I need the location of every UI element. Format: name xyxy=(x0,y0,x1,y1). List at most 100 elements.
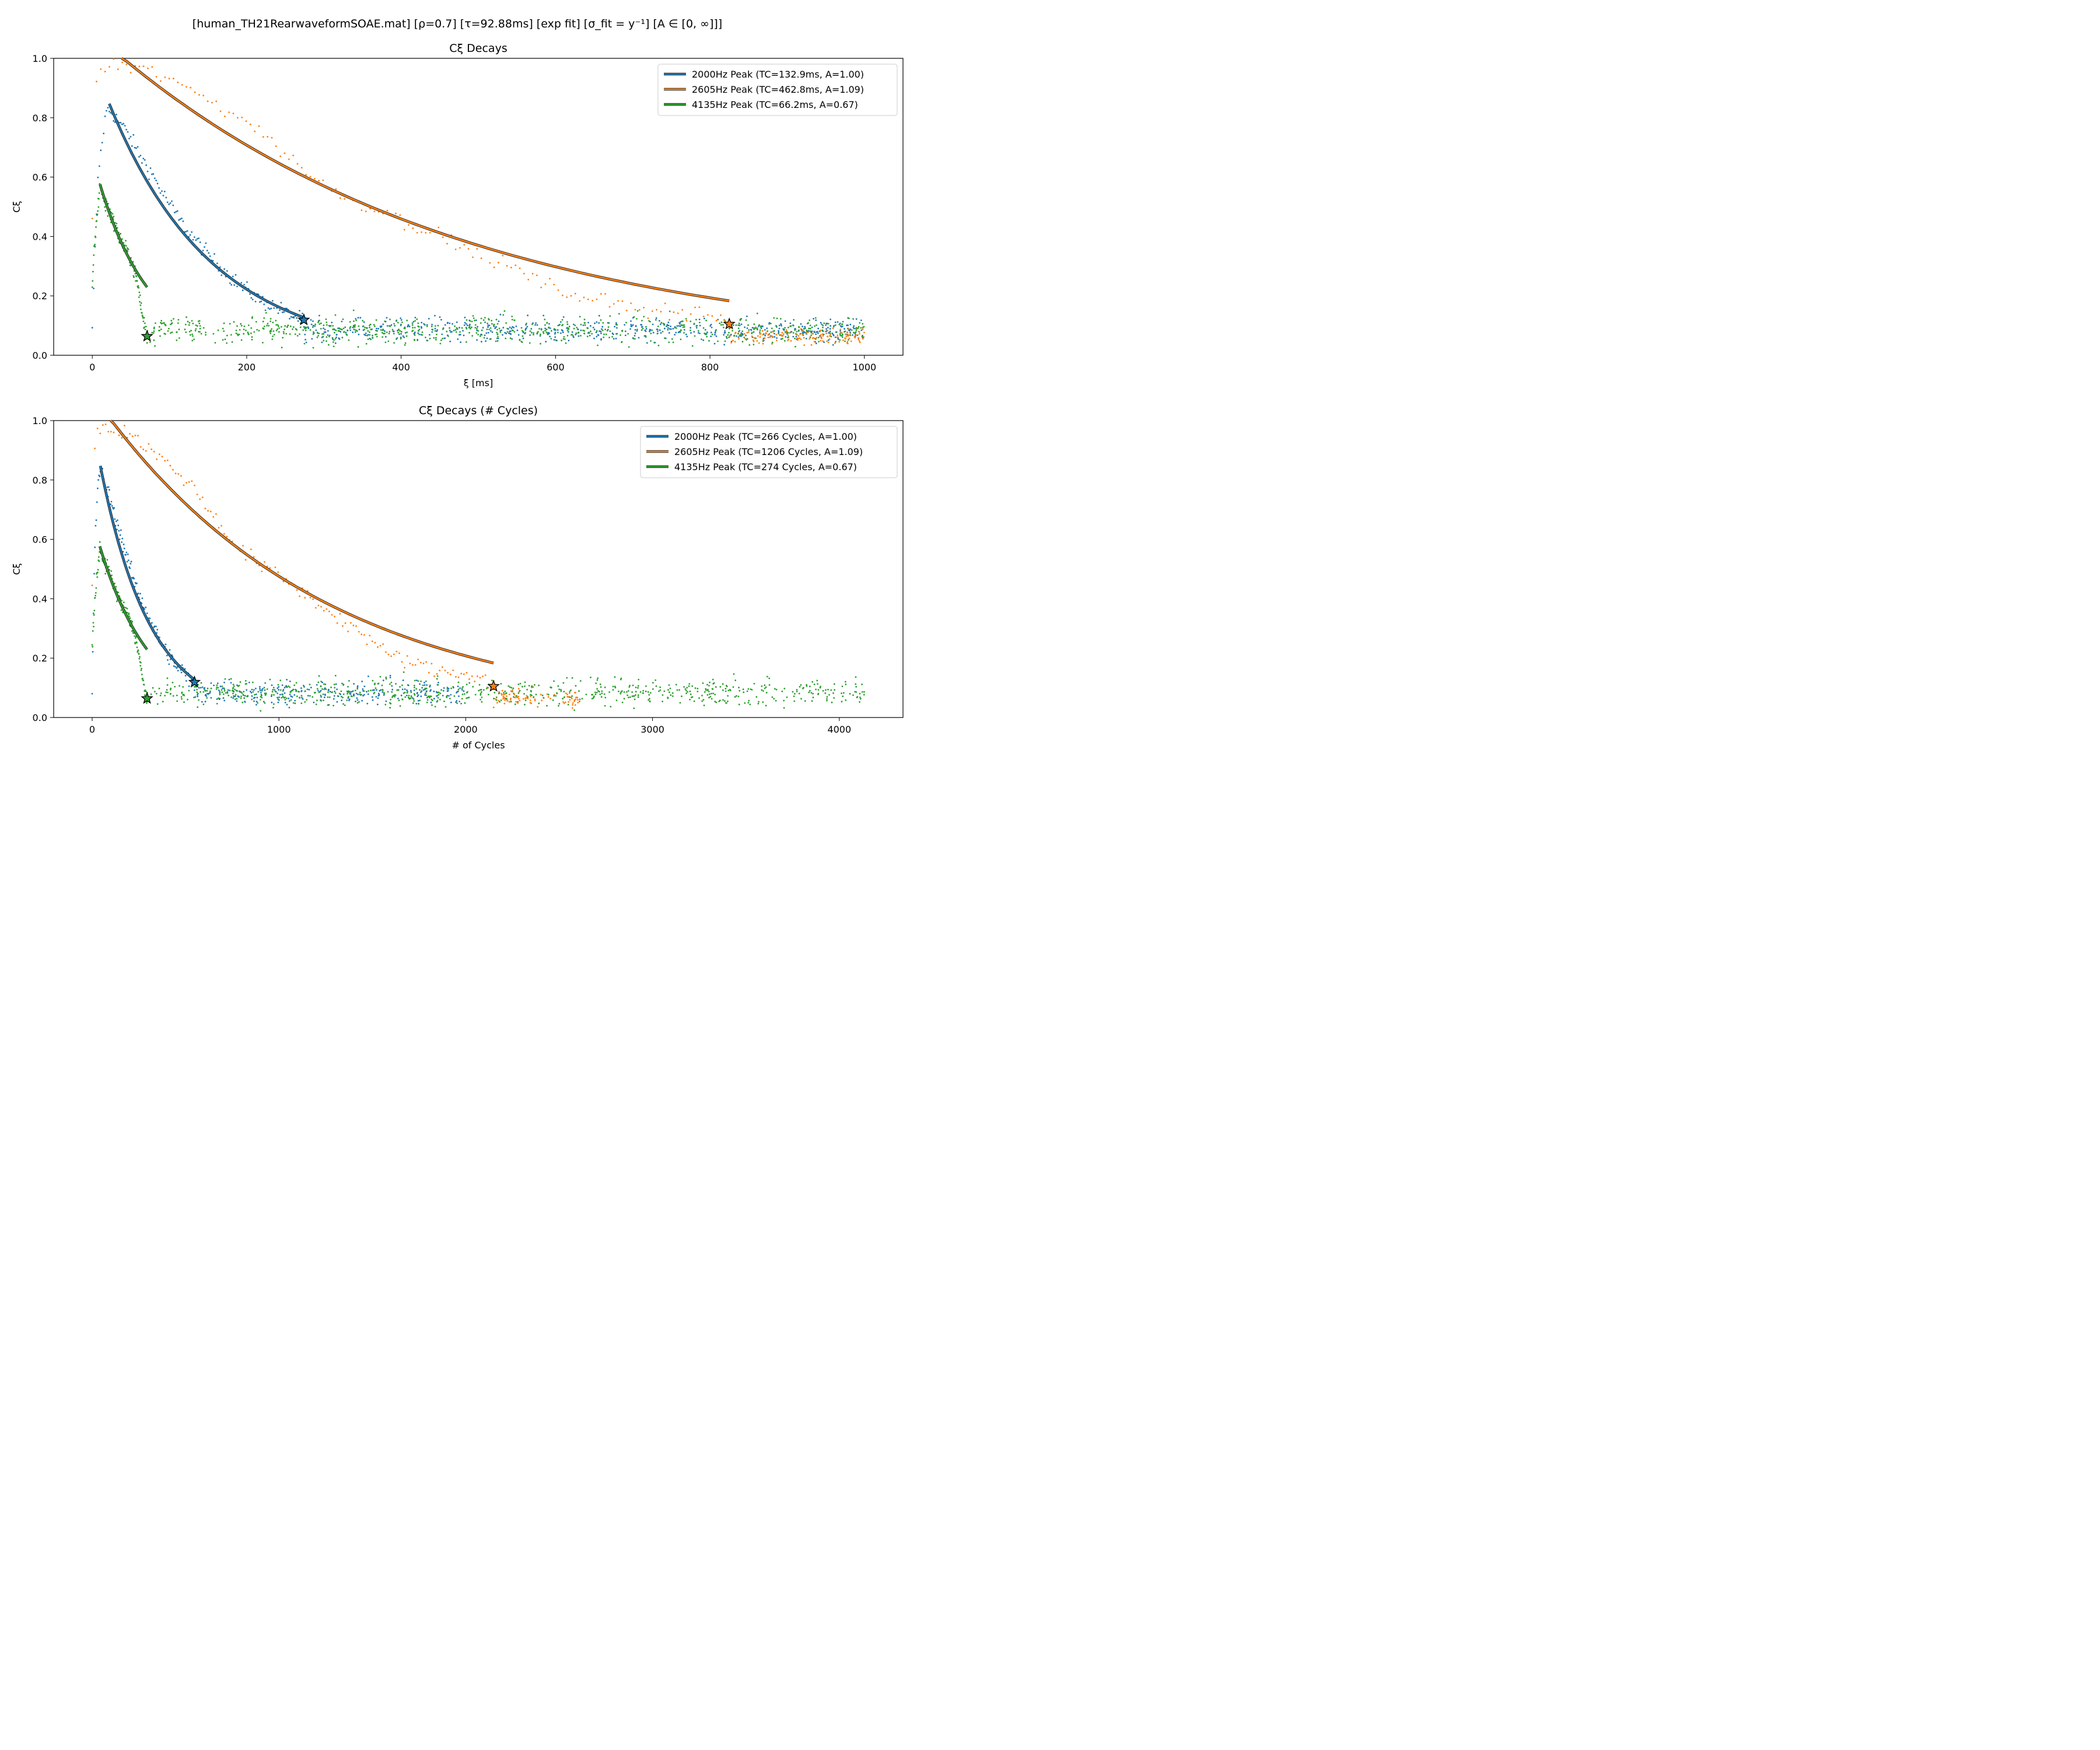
data-point xyxy=(123,123,125,125)
noise-point xyxy=(594,691,596,694)
noise-point xyxy=(635,326,637,327)
data-point xyxy=(395,212,397,215)
data-point xyxy=(96,576,99,578)
noise-point xyxy=(414,687,415,688)
noise-point xyxy=(365,334,366,337)
noise-point xyxy=(797,335,800,337)
noise-point xyxy=(421,331,424,333)
noise-point xyxy=(243,332,245,335)
noise-point xyxy=(595,682,597,684)
noise-point xyxy=(470,327,471,330)
noise-point xyxy=(818,330,821,332)
noise-point xyxy=(365,332,367,334)
data-point xyxy=(96,501,98,503)
noise-point xyxy=(491,331,494,333)
noise-point xyxy=(332,705,334,706)
noise-point xyxy=(331,321,333,324)
noise-point xyxy=(597,344,598,346)
noise-point xyxy=(778,332,779,335)
noise-point xyxy=(465,323,467,325)
noise-point xyxy=(498,692,500,695)
noise-point xyxy=(223,687,225,690)
noise-point xyxy=(181,698,183,700)
noise-point xyxy=(615,338,617,340)
noise-point xyxy=(341,699,342,701)
data-point xyxy=(134,642,136,645)
noise-point xyxy=(227,689,229,691)
noise-point xyxy=(611,332,614,334)
noise-point xyxy=(842,334,844,335)
noise-point xyxy=(632,338,635,340)
noise-point xyxy=(706,331,708,334)
noise-point xyxy=(294,699,296,702)
data-point xyxy=(562,295,564,296)
data-point xyxy=(149,617,151,620)
noise-point xyxy=(596,679,598,681)
noise-point xyxy=(722,324,724,326)
noise-point xyxy=(515,701,517,703)
noise-point xyxy=(762,326,764,327)
noise-point xyxy=(400,319,402,321)
noise-point xyxy=(728,331,730,334)
noise-point xyxy=(533,334,534,336)
noise-point xyxy=(408,695,410,696)
noise-point xyxy=(304,701,306,703)
data-point xyxy=(502,254,504,257)
noise-point xyxy=(238,696,240,698)
noise-point xyxy=(669,687,671,690)
y-tick-label: 0.0 xyxy=(33,350,47,361)
data-point xyxy=(141,667,143,670)
data-point xyxy=(261,570,263,572)
noise-point xyxy=(459,701,460,702)
x-axis-ticks: 0 1000 2000 3000 4000 xyxy=(89,718,851,735)
data-point xyxy=(224,116,226,117)
noise-point xyxy=(578,690,580,692)
noise-point xyxy=(436,330,438,332)
noise-point xyxy=(278,686,280,688)
noise-point xyxy=(284,702,286,704)
noise-point xyxy=(336,688,338,691)
noise-point xyxy=(166,684,169,686)
noise-point xyxy=(292,328,293,330)
noise-point xyxy=(405,335,408,337)
noise-point xyxy=(484,321,486,323)
data-point xyxy=(235,274,237,276)
data-point xyxy=(163,190,166,192)
noise-point xyxy=(420,695,422,698)
data-point xyxy=(176,666,178,668)
noise-point xyxy=(814,317,817,319)
noise-point xyxy=(821,337,822,340)
noise-point xyxy=(676,689,678,691)
data-point xyxy=(159,453,160,456)
noise-point xyxy=(601,326,604,328)
data-point xyxy=(399,214,401,216)
noise-point xyxy=(421,687,423,689)
noise-point xyxy=(599,693,601,695)
noise-point xyxy=(457,685,459,687)
noise-point xyxy=(547,696,550,698)
noise-point xyxy=(411,322,414,324)
data-point xyxy=(139,294,141,296)
noise-point xyxy=(260,699,261,701)
noise-point xyxy=(326,340,327,342)
noise-point xyxy=(401,331,402,333)
data-point xyxy=(124,125,126,127)
noise-point xyxy=(861,335,863,338)
data-point xyxy=(439,670,441,671)
noise-point xyxy=(642,327,644,330)
noise-point xyxy=(487,332,489,334)
noise-point xyxy=(233,691,235,692)
data-point xyxy=(127,553,129,555)
noise-point xyxy=(440,339,442,341)
noise-point xyxy=(272,706,274,709)
noise-point xyxy=(250,332,252,334)
noise-point xyxy=(625,321,627,324)
noise-point xyxy=(197,695,199,698)
noise-point xyxy=(397,698,399,699)
data-point xyxy=(428,671,430,674)
noise-point xyxy=(480,322,482,324)
data-point xyxy=(113,58,115,60)
noise-point xyxy=(583,318,586,321)
data-point xyxy=(182,220,184,222)
noise-point xyxy=(695,327,698,329)
